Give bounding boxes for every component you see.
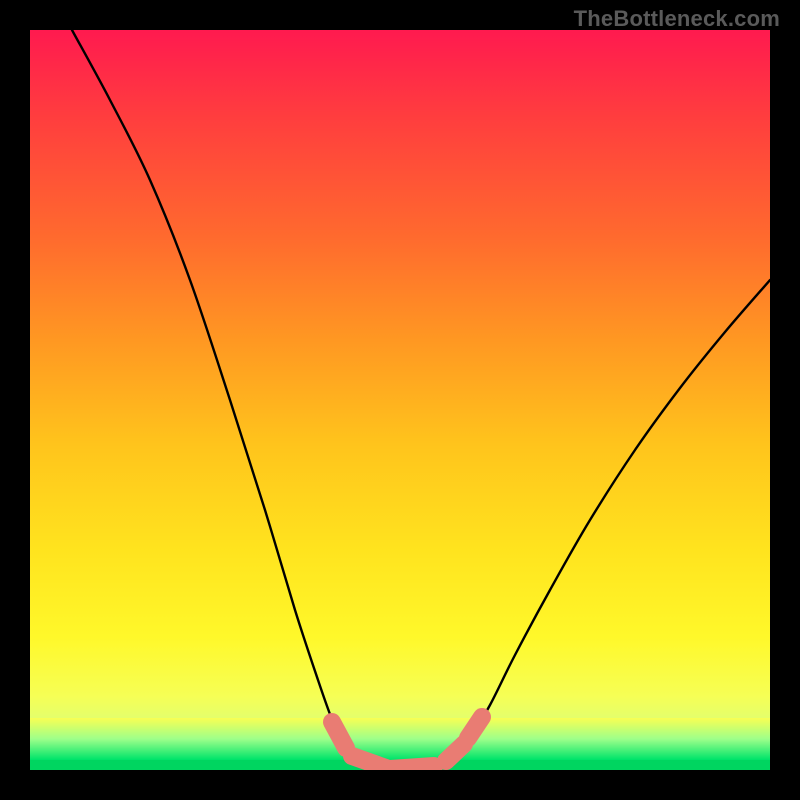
trough-marker	[352, 756, 386, 768]
green-band	[30, 745, 770, 746]
green-band	[30, 737, 770, 738]
green-band	[30, 722, 770, 723]
green-band	[30, 721, 770, 722]
green-band	[30, 734, 770, 735]
green-band	[30, 754, 770, 755]
gradient-background	[30, 30, 770, 770]
green-band	[30, 729, 770, 730]
green-band	[30, 732, 770, 733]
trough-marker	[468, 717, 482, 738]
green-band	[30, 753, 770, 754]
green-band	[30, 757, 770, 758]
green-band	[30, 750, 770, 751]
green-band	[30, 724, 770, 725]
green-band	[30, 723, 770, 724]
plot-svg	[30, 30, 770, 770]
green-band	[30, 720, 770, 721]
green-band	[30, 739, 770, 740]
chart-frame: TheBottleneck.com	[0, 0, 800, 800]
green-band	[30, 726, 770, 727]
green-band	[30, 746, 770, 747]
green-band	[30, 742, 770, 743]
trough-marker	[332, 722, 346, 748]
green-band	[30, 755, 770, 756]
green-band	[30, 736, 770, 737]
green-band	[30, 751, 770, 752]
green-band	[30, 752, 770, 753]
green-band	[30, 728, 770, 729]
trough-marker	[390, 766, 434, 769]
green-band	[30, 758, 770, 759]
green-band	[30, 741, 770, 742]
green-band	[30, 747, 770, 748]
green-band	[30, 730, 770, 731]
green-band	[30, 743, 770, 744]
green-band	[30, 756, 770, 757]
green-band	[30, 748, 770, 749]
green-band	[30, 740, 770, 741]
plot-area	[30, 30, 770, 770]
green-band	[30, 719, 770, 720]
watermark-text: TheBottleneck.com	[574, 6, 780, 32]
green-band	[30, 749, 770, 750]
green-band	[30, 733, 770, 734]
green-band	[30, 738, 770, 739]
green-band	[30, 731, 770, 732]
green-band	[30, 718, 770, 719]
green-band	[30, 725, 770, 726]
trough-marker	[446, 744, 464, 761]
green-band	[30, 735, 770, 736]
green-band	[30, 744, 770, 745]
green-band	[30, 727, 770, 728]
